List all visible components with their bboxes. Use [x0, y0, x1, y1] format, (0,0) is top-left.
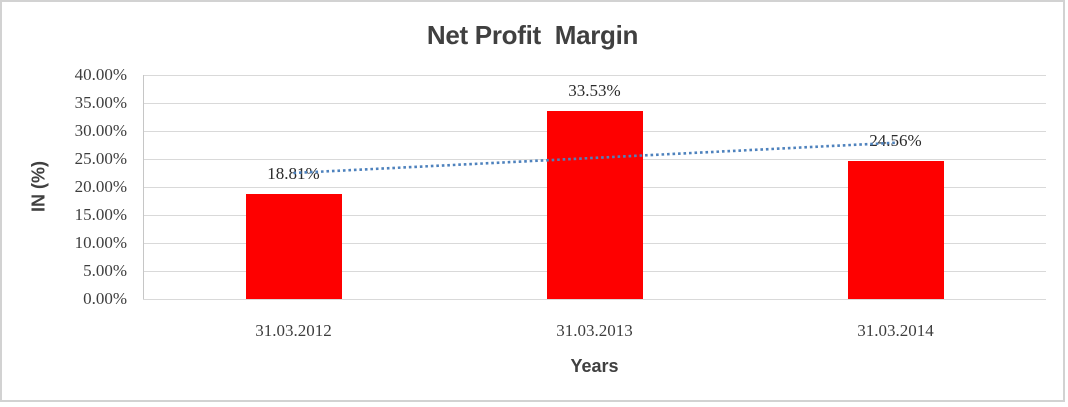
- x-axis-title: Years: [570, 356, 619, 376]
- bar: [847, 161, 944, 299]
- y-tick-label: 10.00%: [74, 233, 127, 252]
- bar: [546, 111, 643, 299]
- y-gridline: [143, 74, 1046, 76]
- y-tick-label: 40.00%: [74, 65, 127, 84]
- y-tick-label: 35.00%: [74, 93, 127, 112]
- chart-title: Net Profit Margin: [426, 20, 639, 50]
- bar: [245, 193, 342, 299]
- y-tick-label: 0.00%: [83, 289, 127, 308]
- y-tick-label: 5.00%: [83, 261, 127, 280]
- x-tick-label: 31.03.2012: [255, 321, 332, 340]
- y-gridline: [143, 102, 1046, 104]
- y-tick-label: 25.00%: [74, 149, 127, 168]
- bar-value-label: 33.53%: [568, 81, 621, 101]
- y-tick-label: 20.00%: [74, 177, 127, 196]
- y-axis-line: [143, 75, 144, 299]
- bar-value-label: 24.56%: [869, 131, 922, 151]
- y-tick-label: 30.00%: [74, 121, 127, 140]
- y-gridline: [143, 298, 1046, 300]
- y-tick-label: 15.00%: [74, 205, 127, 224]
- bar-value-label: 18.81%: [267, 163, 320, 183]
- x-tick-label: 31.03.2013: [556, 321, 633, 340]
- x-tick-label: 31.03.2014: [857, 321, 934, 340]
